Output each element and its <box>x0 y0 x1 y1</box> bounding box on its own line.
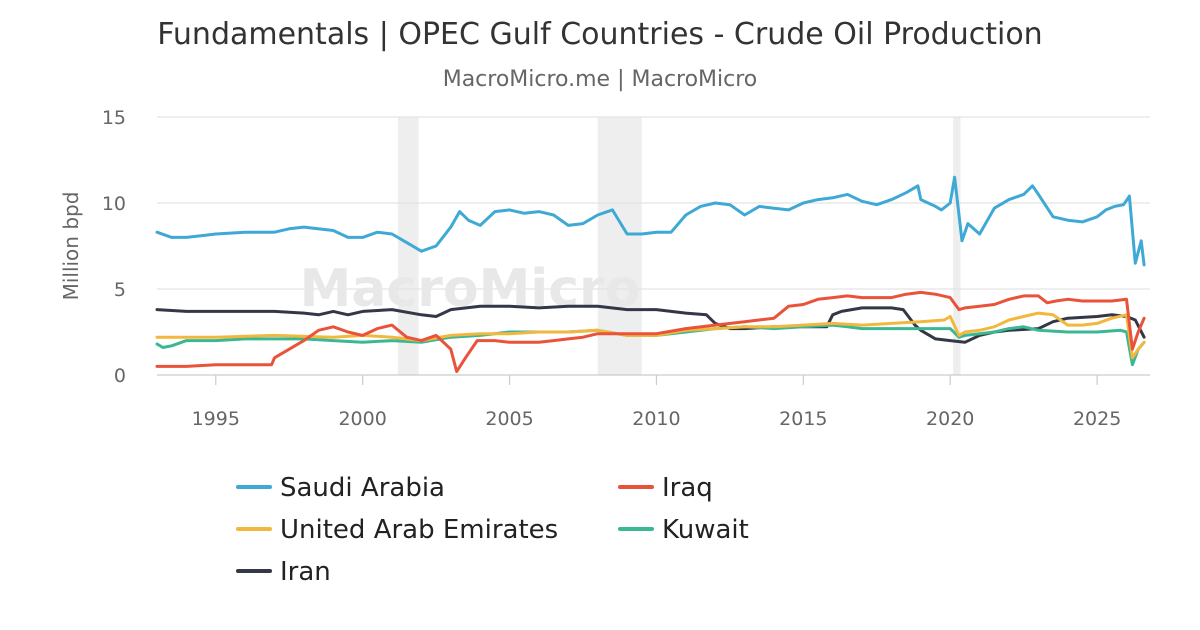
x-tick-label: 2000 <box>338 408 386 430</box>
legend: Saudi Arabia Iraq United Arab Emirates Kuwa… <box>236 473 749 587</box>
x-tick-label: 2010 <box>632 408 680 430</box>
chart-title: Fundamentals | OPEC Gulf Countries - Cru… <box>157 17 1042 52</box>
legend-label-saudi-arabia[interactable]: Saudi Arabia <box>280 473 445 503</box>
recession-band <box>953 117 961 375</box>
series-line-united-arab-emirates <box>155 311 1146 360</box>
legend-label-iran[interactable]: Iran <box>280 557 331 587</box>
y-tick-label: 15 <box>102 107 126 129</box>
x-axis: 1995 2000 2005 2010 2015 2020 2025 <box>192 375 1121 430</box>
x-tick-label: 2020 <box>926 408 974 430</box>
x-tick-label: 1995 <box>192 408 240 430</box>
series-lines <box>155 175 1146 374</box>
x-tick-label: 2015 <box>779 408 827 430</box>
legend-label-kuwait[interactable]: Kuwait <box>662 515 749 545</box>
y-axis-label: Million bpd <box>59 192 83 301</box>
series-line-kuwait <box>155 323 1146 367</box>
y-axis: 0 5 10 15 <box>102 107 126 387</box>
legend-label-united-arab-emirates[interactable]: United Arab Emirates <box>280 515 558 545</box>
x-tick-label: 2025 <box>1073 408 1121 430</box>
x-tick-label: 2005 <box>485 408 533 430</box>
y-tick-label: 10 <box>102 193 126 215</box>
chart-subtitle: MacroMicro.me | MacroMicro <box>443 67 758 92</box>
series-line-iraq <box>155 290 1146 374</box>
grid-lines <box>157 116 1150 376</box>
y-tick-label: 5 <box>114 279 126 301</box>
watermark: MacroMicro <box>300 259 641 319</box>
series-line-saudi-arabia <box>155 175 1146 267</box>
y-tick-label: 0 <box>114 365 126 387</box>
legend-label-iraq[interactable]: Iraq <box>662 473 713 503</box>
